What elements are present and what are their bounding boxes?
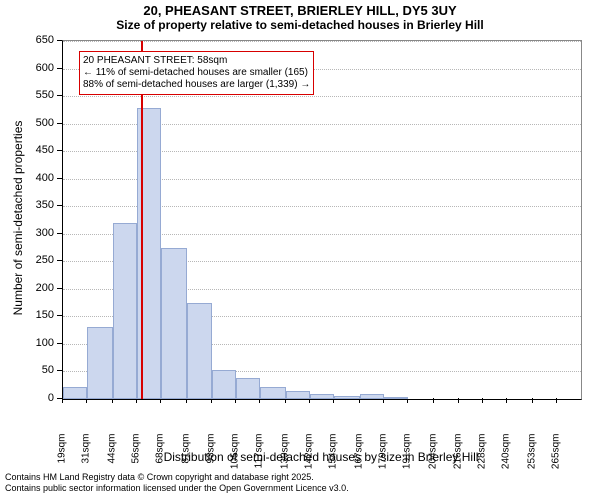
y-tick-label: 250 xyxy=(22,254,54,266)
histogram-bar xyxy=(63,387,87,399)
x-tick-label: 130sqm xyxy=(279,434,290,484)
y-tick-label: 600 xyxy=(22,62,54,74)
annotation-line-1: 20 PHEASANT STREET: 58sqm xyxy=(83,55,310,67)
x-tick-label: 240sqm xyxy=(500,434,511,484)
chart-title-address: 20, PHEASANT STREET, BRIERLEY HILL, DY5 … xyxy=(0,0,600,18)
x-tick-label: 154sqm xyxy=(328,434,339,484)
y-tick-mark xyxy=(57,205,62,206)
y-tick-label: 0 xyxy=(22,392,54,404)
y-tick-mark xyxy=(57,123,62,124)
x-tick-label: 216sqm xyxy=(452,434,463,484)
x-tick-mark xyxy=(556,398,557,403)
x-tick-label: 167sqm xyxy=(354,434,365,484)
x-tick-label: 179sqm xyxy=(378,434,389,484)
x-tick-label: 253sqm xyxy=(526,434,537,484)
y-tick-label: 650 xyxy=(22,34,54,46)
y-tick-label: 550 xyxy=(22,89,54,101)
y-tick-label: 450 xyxy=(22,144,54,156)
histogram-bar xyxy=(334,396,360,399)
y-tick-label: 300 xyxy=(22,227,54,239)
x-tick-label: 142sqm xyxy=(303,434,314,484)
x-tick-label: 117sqm xyxy=(253,434,264,484)
histogram-bar xyxy=(161,248,187,399)
histogram-bar xyxy=(187,303,211,399)
chart-container: 20, PHEASANT STREET, BRIERLEY HILL, DY5 … xyxy=(0,0,600,500)
y-tick-mark xyxy=(57,288,62,289)
annotation-box: 20 PHEASANT STREET: 58sqm ← 11% of semi-… xyxy=(79,51,314,95)
footer-line-2: Contains public sector information licen… xyxy=(5,483,349,494)
x-tick-label: 31sqm xyxy=(81,434,92,484)
histogram-bar xyxy=(212,370,236,399)
x-tick-mark xyxy=(482,398,483,403)
x-tick-label: 68sqm xyxy=(155,434,166,484)
x-tick-mark xyxy=(433,398,434,403)
histogram-bar xyxy=(87,327,113,399)
histogram-bar xyxy=(286,391,310,399)
plot-area: 20 PHEASANT STREET: 58sqm ← 11% of semi-… xyxy=(62,40,582,400)
y-tick-mark xyxy=(57,178,62,179)
x-tick-label: 93sqm xyxy=(205,434,216,484)
y-tick-mark xyxy=(57,95,62,96)
y-tick-label: 350 xyxy=(22,199,54,211)
y-tick-mark xyxy=(57,150,62,151)
x-tick-label: 265sqm xyxy=(550,434,561,484)
x-tick-mark xyxy=(532,398,533,403)
y-tick-label: 150 xyxy=(22,309,54,321)
y-tick-label: 50 xyxy=(22,364,54,376)
histogram-bar xyxy=(236,378,260,399)
histogram-bar xyxy=(113,223,137,399)
y-tick-label: 500 xyxy=(22,117,54,129)
histogram-bar xyxy=(384,397,408,399)
y-tick-label: 100 xyxy=(22,337,54,349)
x-tick-label: 19sqm xyxy=(57,434,68,484)
chart-subtitle: Size of property relative to semi-detach… xyxy=(0,18,600,32)
x-tick-label: 81sqm xyxy=(181,434,192,484)
y-tick-mark xyxy=(57,40,62,41)
y-tick-label: 400 xyxy=(22,172,54,184)
y-tick-mark xyxy=(57,233,62,234)
x-tick-label: 228sqm xyxy=(476,434,487,484)
y-tick-mark xyxy=(57,68,62,69)
x-tick-label: 191sqm xyxy=(402,434,413,484)
x-tick-mark xyxy=(506,398,507,403)
histogram-bar xyxy=(360,394,384,400)
y-tick-mark xyxy=(57,315,62,316)
annotation-line-3: 88% of semi-detached houses are larger (… xyxy=(83,79,310,91)
x-tick-label: 56sqm xyxy=(131,434,142,484)
x-tick-label: 44sqm xyxy=(107,434,118,484)
y-tick-label: 200 xyxy=(22,282,54,294)
annotation-line-2: ← 11% of semi-detached houses are smalle… xyxy=(83,67,310,79)
x-tick-label: 105sqm xyxy=(229,434,240,484)
x-tick-mark xyxy=(458,398,459,403)
x-tick-label: 204sqm xyxy=(428,434,439,484)
histogram-bar xyxy=(260,387,286,399)
y-tick-mark xyxy=(57,260,62,261)
y-tick-mark xyxy=(57,343,62,344)
histogram-bar xyxy=(310,394,334,400)
y-tick-mark xyxy=(57,370,62,371)
